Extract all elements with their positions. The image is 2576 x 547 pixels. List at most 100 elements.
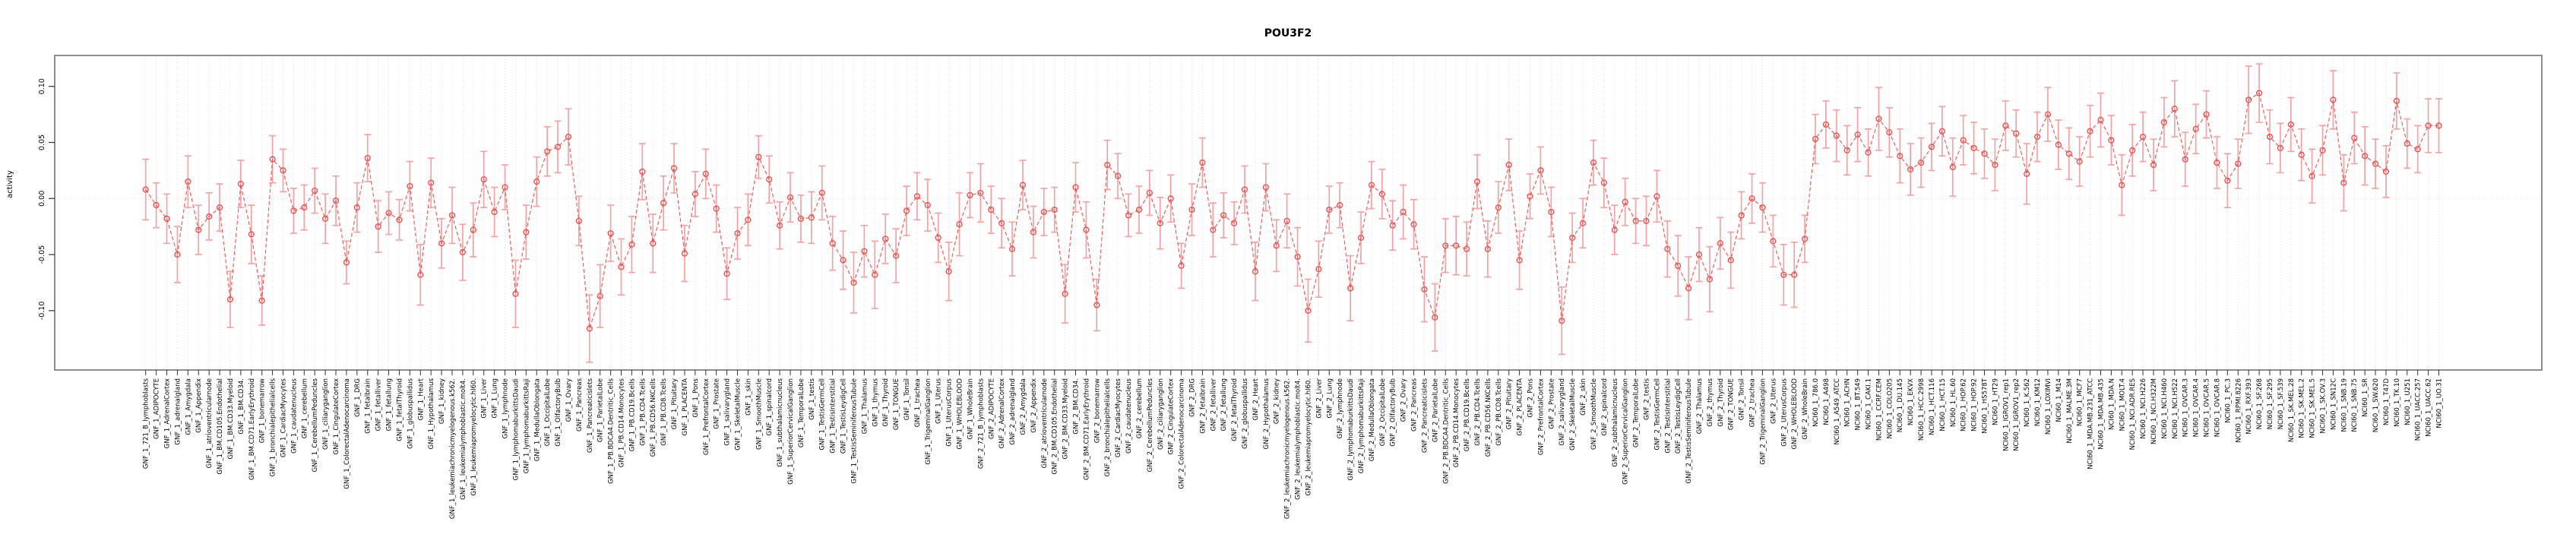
data-point xyxy=(786,194,794,201)
data-point xyxy=(1727,257,1734,264)
data-point xyxy=(2245,96,2252,103)
data-point xyxy=(2309,172,2315,179)
data-point xyxy=(2351,134,2358,141)
data-point xyxy=(2002,122,2009,129)
x-tick-label: NCI60_1_OVCAR.5 xyxy=(2204,378,2211,437)
x-tick-label: GNF_1_lymphnode xyxy=(502,378,510,438)
x-tick-label: GNF_1_721_B_lymphoblasts xyxy=(143,378,150,469)
data-point xyxy=(808,214,815,221)
x-tick-label: GNF_1_CardiacMyocytes xyxy=(280,378,287,457)
x-tick-label: GNF_1_TemporalLobe xyxy=(798,378,805,447)
x-tick-label: NCI60_1_SF.539 xyxy=(2277,378,2285,429)
x-tick-label: GNF_1_lymphomaburkittsRaji xyxy=(523,378,530,473)
data-point xyxy=(1791,271,1798,278)
data-point xyxy=(301,204,308,211)
x-tick-label: GNF_2_testis xyxy=(1643,378,1650,419)
data-point xyxy=(2224,177,2231,184)
x-tick-label: GNF_1_CingulateCortex xyxy=(333,378,340,454)
data-point xyxy=(2182,156,2188,163)
data-point xyxy=(702,170,709,177)
x-tick-label: NCI60_1_HOP.62 xyxy=(1960,378,1968,432)
x-tick-label: GNF_1_Pancreaticislets xyxy=(587,378,594,453)
x-tick-label: GNF_2_PB.CD8.Tcells xyxy=(1495,378,1503,445)
data-point xyxy=(1421,286,1428,292)
x-tick-label: NCI60_1_OVCAR.3 xyxy=(2182,378,2190,437)
x-tick-label: GNF_2_TrigeminalGanglion xyxy=(1759,378,1767,465)
data-point xyxy=(2340,179,2347,186)
y-axis-label: activity xyxy=(6,170,14,198)
x-tick-label: NCI60_1_HOP.92 xyxy=(1971,378,1979,432)
data-point xyxy=(2160,119,2168,126)
x-tick-label: GNF_2_ciliaryganglion xyxy=(1157,378,1165,450)
data-point xyxy=(691,191,698,198)
x-tick-label: GNF_1_TONGUE xyxy=(893,378,900,430)
data-point xyxy=(470,226,476,233)
data-point xyxy=(1675,262,1682,269)
data-point xyxy=(1664,245,1671,252)
x-tick-label: GNF_1_leukemiapromyelocytic.hl60. xyxy=(470,378,478,495)
x-tick-label: GNF_1_ColorectalAdenocarcinoma xyxy=(343,378,351,489)
x-tick-label: GNF_1_fetalThyroid xyxy=(396,378,403,441)
x-tick-label: GNF_1_Thalamus xyxy=(861,378,869,434)
x-tick-label: NCI60_1_T47D xyxy=(2383,378,2391,426)
x-tick-label: GNF_2_BM.CD105.Endothelial xyxy=(1052,378,1059,475)
x-tick-label: GNF_1_caudatenucleus xyxy=(290,378,298,454)
x-tick-label: NCI60_1_SF.295 xyxy=(2267,378,2274,429)
data-point xyxy=(2129,147,2136,153)
x-tick-label: GNF_1_Appendix xyxy=(195,378,203,433)
x-tick-label: GNF_2_PLACENTA xyxy=(1517,378,1524,436)
x-tick-label: GNF_2_fetalThyroid xyxy=(1231,378,1239,441)
data-point xyxy=(1622,198,1628,205)
data-point xyxy=(1717,240,1723,247)
data-point xyxy=(1326,206,1333,213)
x-tick-label: GNF_2_kidney xyxy=(1274,378,1281,424)
x-tick-label: GNF_2_Tonsil xyxy=(1739,378,1746,420)
x-tick-label: GNF_1_leukemialymphoblastic.molt4. xyxy=(460,378,467,500)
x-tick-label: GNF_2_salivarygland xyxy=(1559,378,1566,446)
x-tick-label: NCI60_1_CCRF.CEM xyxy=(1875,378,1883,441)
data-point xyxy=(924,202,931,209)
x-tick-label: NCI60_1_IGROV1_rep1 xyxy=(2002,378,2010,451)
data-point xyxy=(1590,159,1597,166)
x-tick-label: GNF_2_atrioventricularnode xyxy=(1041,378,1049,468)
data-point xyxy=(1357,234,1365,242)
x-tick-label: GNF_2_OlfactoryBulb xyxy=(1390,378,1397,447)
data-point xyxy=(2055,141,2062,148)
data-point xyxy=(840,257,847,264)
data-point xyxy=(1432,314,1438,321)
x-tick-label: NCI60_1_BT.549 xyxy=(1855,378,1862,430)
data-point xyxy=(1843,147,1850,153)
data-point xyxy=(343,259,350,266)
data-point xyxy=(1527,193,1533,200)
data-point xyxy=(639,168,646,175)
x-tick-label: GNF_1_Prostate xyxy=(714,378,721,429)
x-tick-label: GNF_1_trachea xyxy=(914,378,922,427)
data-point xyxy=(660,200,667,207)
data-point xyxy=(2150,161,2157,169)
data-point xyxy=(2414,146,2421,153)
x-tick-label: GNF_2_leukemialymphoblastic.molt4. xyxy=(1295,378,1302,500)
data-point xyxy=(322,215,329,222)
x-tick-label: GNF_2_TONGUE xyxy=(1728,378,1736,430)
data-point xyxy=(1801,236,1809,242)
data-point xyxy=(523,229,530,236)
x-tick-label: GNF_1_Lung xyxy=(492,378,499,419)
data-point xyxy=(312,187,318,194)
x-tick-label: GNF_2_ColorectalAdenocarcinoma xyxy=(1179,378,1186,489)
data-point xyxy=(1822,121,1829,128)
data-point xyxy=(1262,184,1269,191)
data-point xyxy=(1473,179,1481,185)
x-tick-label: NCI60_1_HCC.2998 xyxy=(1918,378,1926,441)
data-point xyxy=(829,240,836,247)
data-point xyxy=(681,250,688,257)
data-point xyxy=(1241,186,1248,193)
x-tick-label: GNF_1_Amygdala xyxy=(185,378,192,435)
x-tick-label: GNF_2_PB.CD56.NKCells xyxy=(1485,378,1492,457)
x-tick-label: GNF_2_leukemiachronicmyelogenous.k562. xyxy=(1284,378,1292,519)
data-point xyxy=(2033,134,2041,141)
x-tick-label: GNF_2_fetallung xyxy=(1220,378,1228,431)
x-tick-label: GNF_2_BM.CD33.Myeloid xyxy=(1062,378,1070,460)
x-tick-label: GNF_2_thymus xyxy=(1707,378,1714,426)
x-tick-label: GNF_1_bonemarrow xyxy=(259,378,267,443)
data-point xyxy=(1115,172,1122,179)
